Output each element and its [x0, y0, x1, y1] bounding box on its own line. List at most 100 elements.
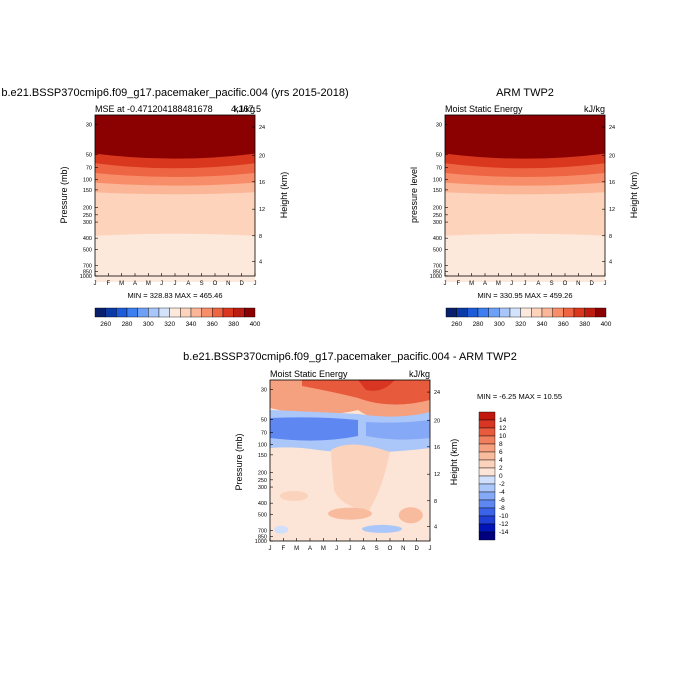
contour-band: [95, 172, 255, 189]
panel-model-units: kJ/kg: [234, 104, 255, 114]
colorbar-label: -8: [499, 505, 505, 512]
y2-tick-label: 24: [609, 125, 615, 131]
colorbar-label: -2: [499, 481, 505, 488]
y-tick-label: 50: [436, 152, 442, 158]
colorbar-swatch: [478, 435, 496, 445]
colorbar-swatch: [595, 307, 607, 318]
panel-model-right-label: 4,167.5: [231, 104, 261, 114]
colorbar-swatch: [478, 531, 496, 541]
x-tick-label: A: [361, 546, 365, 552]
panel-model-y2label: Height (km): [279, 172, 289, 219]
colorbar-label: 14: [499, 417, 507, 424]
contour-band: [95, 153, 255, 170]
colorbar-label: -6: [499, 497, 505, 504]
colorbar-label: 10: [499, 433, 507, 440]
panel-diff-units: kJ/kg: [409, 369, 430, 379]
colorbar-swatch: [552, 307, 564, 318]
panel-diff-minmax: MIN = -6.25 MAX = 10.55: [477, 392, 562, 401]
colorbar-swatch: [478, 515, 496, 525]
colorbar-swatch: [477, 307, 489, 318]
colorbar-swatch: [445, 307, 457, 318]
y2-tick-label: 8: [609, 234, 612, 240]
colorbar-label: 260: [100, 321, 111, 328]
y-tick-label: 100: [433, 177, 442, 183]
panel-model: b.e21.BSSP370cmip6.f09_g17.pacemaker_pac…: [1, 87, 348, 328]
colorbar-swatch: [148, 307, 160, 318]
x-tick-label: S: [200, 281, 204, 287]
colorbar-swatch: [222, 307, 234, 318]
y-tick-label: 300: [433, 220, 442, 226]
contour-band: [445, 153, 605, 170]
x-tick-label: F: [106, 281, 110, 287]
contour-band: [95, 233, 255, 282]
colorbar-label: 280: [122, 321, 133, 328]
panel-obs-colorbar: 260 280 300 320 340 360 380 400: [445, 307, 612, 328]
colorbar-swatch: [478, 475, 496, 485]
y2-tick-label: 16: [434, 445, 440, 451]
colorbar-label: 360: [207, 321, 218, 328]
colorbar-label: 280: [473, 321, 484, 328]
y-tick-label: 250: [258, 478, 267, 484]
panel-obs-title: ARM TWP2: [496, 87, 554, 99]
x-tick-label: M: [496, 281, 501, 287]
colorbar-swatch: [244, 307, 256, 318]
x-tick-label: M: [294, 546, 299, 552]
x-tick-label: J: [444, 281, 447, 287]
y-tick-label: 200: [433, 206, 442, 212]
x-tick-label: A: [483, 281, 487, 287]
panel-diff-ylabel: Pressure (mb): [234, 433, 244, 490]
x-tick-label: A: [186, 281, 190, 287]
colorbar-swatch: [190, 307, 202, 318]
panel-model-left-label: MSE at -0.471204188481678: [95, 104, 213, 114]
colorbar-label: 12: [499, 425, 507, 432]
y2-tick-label: 20: [259, 153, 265, 159]
contour-band: [366, 420, 430, 440]
colorbar-label: 2: [499, 465, 503, 472]
x-tick-label: A: [536, 281, 540, 287]
colorbar-swatch: [584, 307, 596, 318]
x-tick-label: N: [401, 546, 405, 552]
colorbar-label: 320: [515, 321, 526, 328]
y2-tick-label: 8: [259, 234, 262, 240]
y2-tick-label: 16: [259, 180, 265, 186]
y2-tick-label: 4: [434, 525, 437, 531]
colorbar-swatch: [116, 307, 128, 318]
x-tick-label: F: [456, 281, 460, 287]
colorbar-swatch: [233, 307, 245, 318]
x-tick-label: J: [174, 281, 177, 287]
y-tick-label: 400: [433, 236, 442, 242]
contour-band: [398, 507, 423, 524]
colorbar-swatch: [94, 307, 106, 318]
colorbar-label: 300: [494, 321, 505, 328]
panel-diff: b.e21.BSSP370cmip6.f09_g17.pacemaker_pac…: [183, 351, 562, 552]
y-tick-label: 1000: [80, 274, 92, 280]
colorbar-label: 320: [164, 321, 175, 328]
y-tick-label: 250: [433, 213, 442, 219]
colorbar-swatch: [509, 307, 521, 318]
y2-tick-label: 12: [434, 472, 440, 478]
colorbar-label: 380: [579, 321, 590, 328]
panel-obs-left-label: Moist Static Energy: [445, 104, 523, 114]
colorbar-label: -14: [499, 529, 509, 536]
panel-obs-units: kJ/kg: [584, 104, 605, 114]
y-tick-label: 700: [258, 529, 267, 535]
colorbar-swatch: [180, 307, 192, 318]
x-tick-label: D: [589, 281, 594, 287]
contour-band: [445, 163, 605, 179]
contour-band: [95, 115, 255, 160]
y2-tick-label: 12: [609, 207, 615, 213]
x-tick-label: J: [269, 546, 272, 552]
panel-diff-title: b.e21.BSSP370cmip6.f09_g17.pacemaker_pac…: [183, 351, 517, 363]
x-tick-label: J: [335, 546, 338, 552]
panel-model-minmax: MIN = 328.83 MAX = 465.46: [127, 291, 222, 300]
y-tick-label: 70: [261, 430, 267, 436]
colorbar-label: -12: [499, 521, 509, 528]
panel-obs-ylabel: pressure level: [409, 167, 419, 223]
x-tick-label: M: [119, 281, 124, 287]
x-tick-label: J: [604, 281, 607, 287]
colorbar-label: 0: [499, 473, 503, 480]
x-tick-label: A: [308, 546, 312, 552]
colorbar-swatch: [201, 307, 213, 318]
